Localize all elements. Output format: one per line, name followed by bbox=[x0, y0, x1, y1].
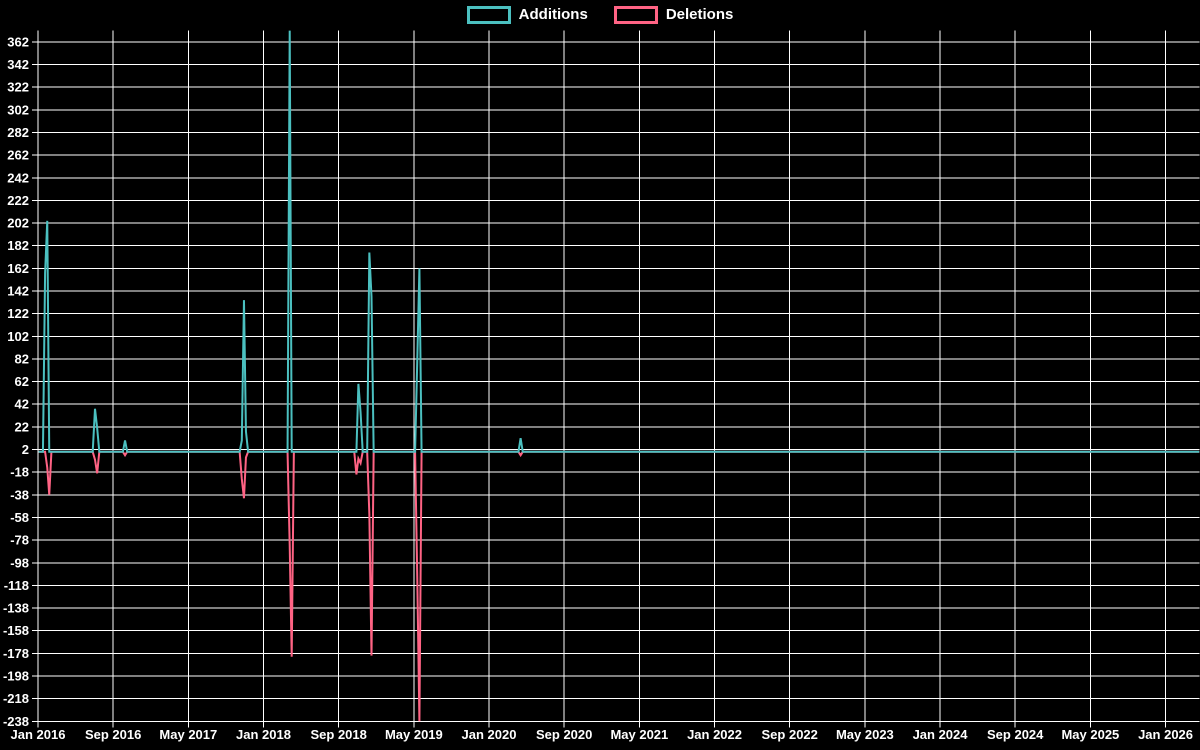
x-tick-label: Jan 2024 bbox=[913, 727, 969, 742]
y-tick-label: 2 bbox=[22, 442, 29, 457]
y-tick-label: -38 bbox=[10, 487, 29, 502]
y-tick-label: 222 bbox=[7, 193, 29, 208]
y-tick-label: 102 bbox=[7, 329, 29, 344]
x-tick-label: May 2017 bbox=[159, 727, 217, 742]
y-tick-label: -138 bbox=[3, 601, 29, 616]
x-tick-label: May 2019 bbox=[385, 727, 443, 742]
y-tick-label: -218 bbox=[3, 691, 29, 706]
y-tick-label: -118 bbox=[4, 578, 29, 593]
x-tick-label: Sep 2020 bbox=[536, 727, 592, 742]
y-tick-label: 122 bbox=[7, 306, 29, 321]
y-tick-label: -198 bbox=[3, 668, 29, 683]
legend-item-deletions[interactable]: Deletions bbox=[613, 6, 734, 24]
y-tick-label: 62 bbox=[15, 374, 29, 389]
x-tick-label: Jan 2018 bbox=[236, 727, 291, 742]
x-tick-label: Sep 2016 bbox=[85, 727, 141, 742]
y-tick-label: 162 bbox=[7, 261, 29, 276]
x-tick-label: May 2025 bbox=[1061, 727, 1119, 742]
y-tick-label: 22 bbox=[15, 419, 29, 434]
additions-swatch bbox=[466, 6, 511, 24]
y-tick-label: 142 bbox=[7, 284, 29, 299]
y-tick-label: -98 bbox=[10, 555, 29, 570]
y-tick-label: 242 bbox=[7, 170, 29, 185]
y-tick-label: -78 bbox=[10, 533, 29, 548]
legend-label-deletions: Deletions bbox=[665, 6, 734, 23]
y-tick-label: 42 bbox=[15, 397, 29, 412]
x-tick-label: Jan 2020 bbox=[462, 727, 517, 742]
y-tick-label: 302 bbox=[7, 102, 29, 117]
x-tick-label: Jan 2026 bbox=[1138, 727, 1193, 742]
legend-item-additions[interactable]: Additions bbox=[466, 6, 588, 24]
y-tick-label: 342 bbox=[7, 57, 29, 72]
y-tick-label: 262 bbox=[7, 148, 29, 163]
chart-legend: Additions Deletions bbox=[0, 6, 1200, 24]
y-tick-label: 362 bbox=[7, 34, 29, 49]
deletions-swatch bbox=[613, 6, 658, 24]
y-tick-label: 202 bbox=[7, 216, 29, 231]
x-tick-label: Sep 2024 bbox=[987, 727, 1044, 742]
x-tick-label: May 2021 bbox=[610, 727, 668, 742]
y-tick-label: -158 bbox=[3, 623, 29, 638]
y-tick-label: 282 bbox=[7, 125, 29, 140]
deletions-line bbox=[38, 450, 1200, 722]
y-tick-label: -178 bbox=[3, 646, 29, 661]
y-tick-label: 82 bbox=[15, 351, 29, 366]
x-tick-label: Jan 2022 bbox=[687, 727, 742, 742]
y-tick-label: 182 bbox=[7, 238, 29, 253]
x-tick-label: Sep 2022 bbox=[762, 727, 818, 742]
additions-line bbox=[38, 30, 1200, 453]
y-tick-label: -58 bbox=[10, 510, 29, 525]
x-tick-label: May 2023 bbox=[836, 727, 894, 742]
y-tick-label: 322 bbox=[7, 80, 29, 95]
y-tick-label: -18 bbox=[10, 465, 29, 480]
x-tick-label: Sep 2018 bbox=[310, 727, 366, 742]
y-tick-label: -238 bbox=[3, 714, 29, 729]
x-tick-label: Jan 2016 bbox=[11, 727, 66, 742]
legend-label-additions: Additions bbox=[518, 6, 588, 23]
